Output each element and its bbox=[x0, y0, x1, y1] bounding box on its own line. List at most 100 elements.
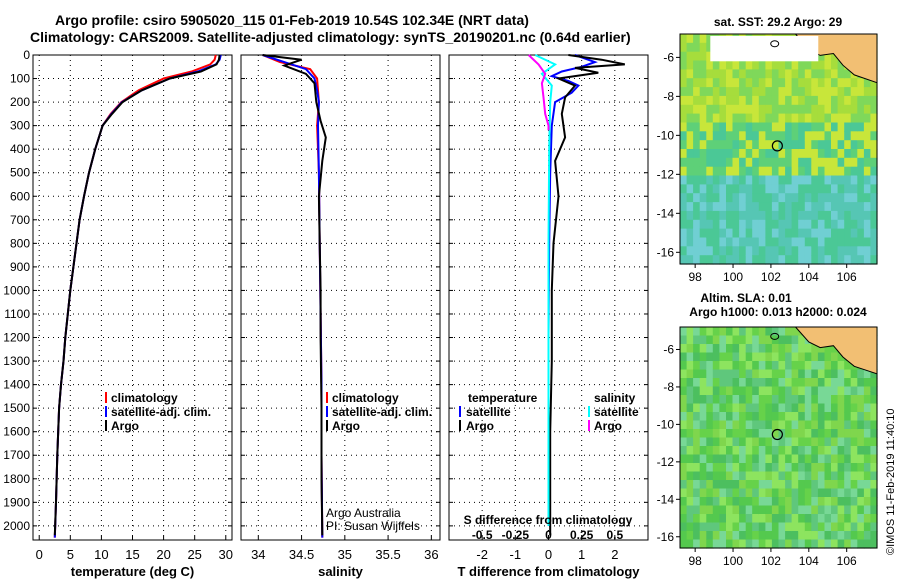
map-cell bbox=[699, 437, 707, 447]
map-cell bbox=[804, 522, 812, 532]
map-cell bbox=[811, 60, 819, 70]
map-cell bbox=[752, 471, 760, 481]
map-cell bbox=[798, 246, 806, 256]
map-cell bbox=[850, 149, 858, 159]
map-cell bbox=[752, 412, 760, 422]
map-cell bbox=[850, 395, 858, 405]
map-cell bbox=[863, 228, 872, 238]
map-cell bbox=[870, 488, 878, 498]
map-cell bbox=[719, 471, 727, 481]
map-cell bbox=[719, 184, 727, 194]
map-cell bbox=[765, 344, 773, 354]
map-cell bbox=[791, 60, 799, 70]
map-cell bbox=[831, 166, 839, 177]
map-cell bbox=[798, 471, 806, 481]
depth-tick-label: 300 bbox=[10, 119, 30, 133]
map-cell bbox=[758, 255, 766, 265]
map-cell bbox=[811, 531, 819, 541]
map-cell bbox=[771, 454, 780, 464]
map-cell bbox=[712, 157, 720, 168]
map-cell bbox=[712, 255, 720, 265]
map-cell bbox=[824, 51, 832, 62]
map-cell bbox=[680, 113, 688, 123]
map-cell bbox=[712, 531, 720, 541]
map-cell bbox=[719, 131, 727, 141]
map-cell bbox=[699, 149, 707, 159]
map-cell bbox=[680, 403, 688, 413]
map-cell bbox=[778, 78, 786, 88]
map-cell bbox=[719, 386, 727, 396]
map-cell bbox=[844, 237, 852, 247]
map-cell bbox=[857, 420, 865, 430]
map-cell bbox=[719, 78, 727, 88]
island-marker bbox=[770, 332, 780, 340]
map-cell bbox=[771, 210, 780, 221]
map-cell bbox=[785, 140, 793, 150]
map-cell bbox=[785, 78, 793, 88]
map-cell bbox=[771, 184, 780, 194]
map-cell bbox=[778, 403, 786, 413]
map-cell bbox=[785, 497, 793, 507]
map-cell bbox=[745, 437, 753, 447]
map-cell bbox=[765, 395, 773, 405]
lon-tick-label: 104 bbox=[799, 554, 819, 568]
map-cell bbox=[765, 87, 773, 97]
map-cell bbox=[844, 531, 852, 541]
map-cell bbox=[712, 505, 720, 515]
map-cell bbox=[758, 480, 766, 490]
secondary-x-tick-label: -0.25 bbox=[502, 528, 530, 542]
lat-tick-label: -10 bbox=[657, 128, 675, 142]
map-cell bbox=[811, 69, 819, 79]
legend-label: climatology bbox=[111, 391, 178, 405]
map-cell bbox=[837, 403, 845, 413]
map-cell bbox=[771, 131, 780, 141]
map-cell bbox=[817, 69, 826, 79]
map-cell bbox=[798, 480, 806, 490]
map-cell bbox=[857, 386, 865, 396]
map-cell bbox=[778, 60, 786, 70]
map-cell bbox=[863, 412, 872, 422]
map-cell bbox=[817, 480, 826, 490]
map-cell bbox=[719, 420, 727, 430]
map-cell bbox=[831, 140, 839, 150]
map-cell bbox=[706, 228, 714, 238]
map-cell bbox=[726, 131, 734, 141]
map-cell bbox=[706, 352, 714, 362]
map-cell bbox=[811, 149, 819, 159]
map-cell bbox=[778, 219, 786, 230]
map-cell bbox=[850, 454, 858, 464]
map-cell bbox=[850, 369, 858, 379]
map-cell bbox=[811, 95, 819, 106]
map-cell bbox=[791, 166, 799, 177]
institution-annotation: Argo Australia bbox=[326, 506, 401, 520]
map-cell bbox=[863, 480, 872, 490]
map-cell bbox=[824, 412, 832, 422]
map-cell bbox=[752, 78, 760, 88]
map-cell bbox=[811, 497, 819, 507]
map-cell bbox=[739, 378, 747, 388]
map-cell bbox=[817, 378, 826, 388]
map-cell bbox=[732, 184, 740, 194]
map-cell bbox=[817, 412, 826, 422]
map-cell bbox=[804, 480, 812, 490]
map-cell bbox=[706, 60, 714, 70]
map-cell bbox=[719, 522, 727, 532]
map-cell bbox=[719, 228, 727, 238]
map-cell bbox=[870, 531, 878, 541]
map-cell bbox=[791, 246, 799, 256]
legend-label: satellite bbox=[466, 405, 511, 419]
map-cell bbox=[870, 87, 878, 97]
argo-position-marker bbox=[771, 140, 783, 152]
map-cell bbox=[785, 403, 793, 413]
map-cell bbox=[771, 471, 780, 481]
map-cell bbox=[831, 69, 839, 79]
map-cell bbox=[758, 522, 766, 532]
map-cell bbox=[791, 131, 799, 141]
map-cell bbox=[680, 463, 688, 473]
map-cell bbox=[706, 403, 714, 413]
map-cell bbox=[804, 237, 812, 247]
map-cell bbox=[863, 140, 872, 150]
legend-label: Argo bbox=[594, 419, 622, 433]
map-cell bbox=[811, 113, 819, 123]
map-cell bbox=[811, 446, 819, 456]
